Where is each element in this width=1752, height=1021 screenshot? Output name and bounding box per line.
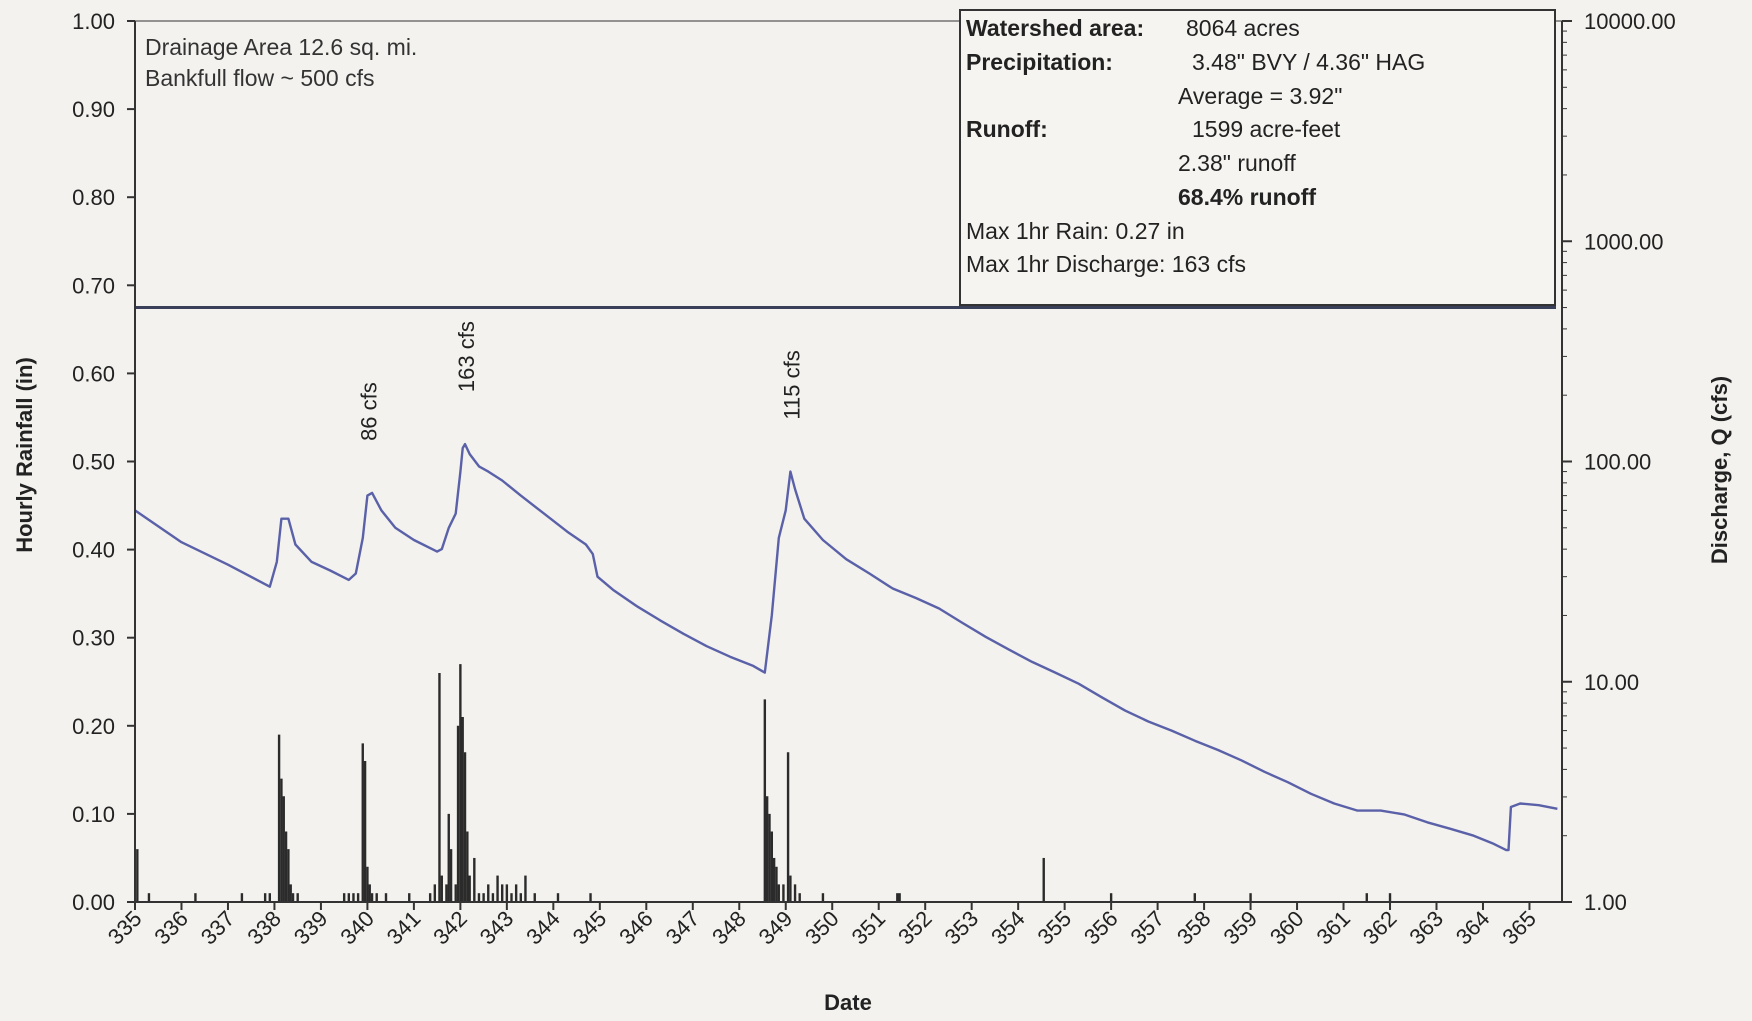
x-tick-label: 346 — [614, 906, 658, 950]
peak-label: 86 cfs — [356, 382, 381, 441]
x-tick-label: 347 — [661, 906, 705, 950]
y-left-tick-label: 0.10 — [72, 802, 115, 827]
y-left-tick-label: 0.90 — [72, 97, 115, 122]
runoff-percent: 68.4% runoff — [1178, 184, 1316, 210]
discharge-line — [134, 442, 1558, 852]
y-right-tick-label: 10.00 — [1584, 670, 1639, 695]
x-axis-title: Date — [824, 990, 872, 1015]
x-tick-label: 336 — [149, 906, 193, 950]
peak-label: 115 cfs — [779, 350, 804, 419]
x-tick-label: 342 — [428, 906, 472, 950]
y-right-tick-label: 1.00 — [1584, 890, 1627, 915]
x-tick-label: 344 — [521, 906, 565, 950]
x-tick-label: 348 — [707, 906, 751, 950]
x-tick-label: 363 — [1404, 906, 1448, 950]
y-axis-left-title: Hourly Rainfall (in) — [12, 357, 37, 553]
y-right-tick-label: 100.00 — [1584, 450, 1651, 475]
y-axis-right-title: Discharge, Q (cfs) — [1707, 376, 1732, 564]
y-left-tick-label: 0.20 — [72, 714, 115, 739]
precipitation-label: Precipitation: — [966, 49, 1113, 75]
discharge-series — [134, 442, 1558, 852]
x-tick-label: 355 — [1033, 906, 1077, 950]
watershed-label: Watershed area: — [966, 15, 1144, 41]
runoff-inches: 2.38" runoff — [1178, 150, 1296, 176]
x-tick-label: 345 — [568, 906, 612, 950]
x-tick-label: 350 — [800, 906, 844, 950]
x-tick-label: 351 — [847, 906, 891, 950]
x-tick-label: 365 — [1497, 906, 1541, 950]
runoff-label: Runoff: — [966, 116, 1048, 142]
x-tick-label: 361 — [1311, 906, 1355, 950]
precipitation-value: 3.48" BVY / 4.36" HAG — [1192, 49, 1425, 75]
y-left-tick-label: 0.80 — [72, 185, 115, 210]
x-tick-label: 359 — [1218, 906, 1262, 950]
y-left-tick-label: 0.30 — [72, 626, 115, 651]
x-tick-label: 362 — [1358, 906, 1402, 950]
watershed-value: 8064 acres — [1186, 15, 1300, 41]
precipitation-average: Average = 3.92" — [1178, 83, 1342, 109]
y-left-tick-label: 0.60 — [72, 361, 115, 386]
drainage-area-text: Drainage Area 12.6 sq. mi. — [145, 34, 417, 60]
x-tick-label: 343 — [475, 906, 519, 950]
runoff-value: 1599 acre-feet — [1192, 116, 1341, 142]
rainfall-bars — [136, 664, 1392, 902]
x-tick-label: 357 — [1125, 906, 1169, 950]
info-box-frame — [959, 9, 1556, 306]
x-tick-label: 364 — [1451, 906, 1495, 950]
x-tick-label: 341 — [382, 906, 426, 950]
max-rain-text: Max 1hr Rain: 0.27 in — [966, 218, 1185, 244]
x-tick-label: 352 — [893, 906, 937, 950]
max-discharge-text: Max 1hr Discharge: 163 cfs — [966, 251, 1246, 277]
y-left-tick-label: 1.00 — [72, 9, 115, 34]
x-tick-label: 339 — [289, 906, 333, 950]
y-left-tick-label: 0.40 — [72, 538, 115, 563]
peak-labels: 86 cfs 163 cfs 115 cfs — [356, 321, 804, 441]
x-tick-label: 337 — [196, 906, 240, 950]
y-left-tick-label: 0.00 — [72, 890, 115, 915]
drainage-note: Drainage Area 12.6 sq. mi. Bankfull flow… — [145, 34, 417, 91]
y-left-tick-label: 0.50 — [72, 450, 115, 475]
x-tick-label: 354 — [986, 906, 1030, 950]
x-tick-label: 340 — [335, 906, 379, 950]
x-tick-label: 356 — [1079, 906, 1123, 950]
y-right-tick-label: 10000.00 — [1584, 9, 1676, 34]
info-box: Watershed area: 8064 acres Precipitation… — [959, 9, 1556, 306]
x-tick-label: 360 — [1265, 906, 1309, 950]
x-tick-label: 349 — [754, 906, 798, 950]
peak-label: 163 cfs — [454, 321, 479, 392]
x-tick-label: 353 — [940, 906, 984, 950]
y-left-tick-label: 0.70 — [72, 273, 115, 298]
x-tick-label: 358 — [1172, 906, 1216, 950]
y-right-tick-label: 1000.00 — [1584, 229, 1664, 254]
x-tick-label: 338 — [242, 906, 286, 950]
bankfull-flow-text: Bankfull flow ~ 500 cfs — [145, 65, 374, 91]
